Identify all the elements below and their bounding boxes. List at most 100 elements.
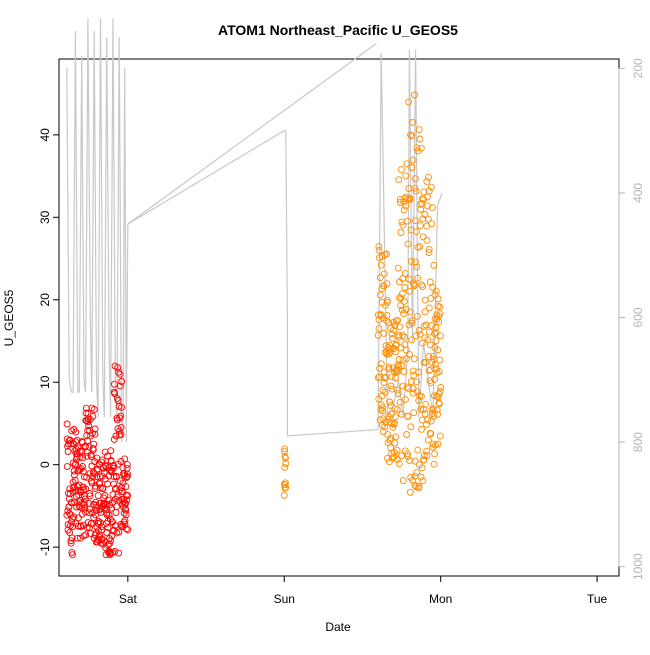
point-series-1 [83, 432, 91, 440]
point-series-1 [71, 476, 79, 484]
point-series-2 [404, 217, 411, 225]
point-series-1 [110, 473, 118, 481]
point-series-2 [435, 368, 443, 375]
point-series-2 [414, 446, 422, 454]
point-series-1 [123, 496, 131, 504]
point-series-2 [425, 367, 433, 375]
point-series-2 [400, 206, 408, 214]
point-series-1 [99, 485, 107, 492]
point-series-1 [113, 503, 120, 511]
y-tick-label: 40 [38, 128, 52, 142]
point-series-2 [421, 410, 429, 418]
point-series-2 [386, 418, 394, 426]
point-series-1 [119, 523, 127, 531]
point-series-2 [417, 473, 425, 481]
point-series-2 [401, 195, 409, 203]
point-series-2 [388, 385, 396, 393]
point-series-2 [432, 337, 440, 345]
point-series-1 [63, 463, 71, 471]
point-series-2 [425, 173, 432, 181]
point-series-2 [433, 406, 441, 414]
point-series-1 [121, 520, 129, 528]
point-series-2 [395, 176, 403, 184]
point-series-2 [419, 233, 427, 241]
point-series-2 [418, 281, 426, 289]
point-series-2 [431, 375, 439, 383]
point-series-1 [84, 519, 92, 527]
points-layer [63, 91, 445, 559]
point-series-2 [433, 311, 441, 319]
point-series-2 [421, 211, 429, 218]
point-series-2 [394, 390, 402, 398]
point-series-2 [282, 454, 289, 462]
point-series-1 [124, 470, 131, 478]
point-series-2 [383, 250, 390, 258]
point-series-2 [399, 221, 407, 229]
x-axis-label: Date [325, 620, 351, 634]
point-series-2 [375, 242, 383, 250]
point-series-2 [386, 398, 394, 406]
point-series-2 [416, 222, 424, 230]
point-series-2 [427, 379, 435, 387]
point-series-2 [427, 294, 435, 302]
point-series-2 [432, 287, 440, 295]
point-series-2 [406, 308, 414, 316]
point-series-2 [404, 453, 412, 461]
point-series-2 [416, 135, 424, 143]
point-series-2 [397, 452, 405, 460]
point-series-2 [407, 131, 415, 139]
point-series-2 [424, 215, 432, 223]
point-series-1 [95, 517, 103, 525]
point-series-1 [82, 531, 90, 539]
point-series-1 [118, 484, 126, 492]
point-series-2 [418, 339, 426, 347]
point-series-1 [67, 539, 75, 547]
point-series-2 [409, 118, 417, 126]
point-series-2 [374, 374, 382, 382]
point-series-1 [112, 473, 120, 481]
point-series-2 [426, 328, 433, 336]
point-series-1 [68, 551, 76, 559]
point-series-2 [423, 236, 431, 244]
point-series-2 [417, 144, 425, 152]
point-series-2 [412, 217, 419, 225]
point-series-2 [390, 419, 398, 427]
point-series-2 [411, 457, 419, 465]
point-series-2 [385, 363, 393, 371]
point-series-2 [421, 308, 429, 316]
point-series-2 [436, 356, 444, 364]
y-tick-label: 30 [38, 210, 52, 224]
point-series-2 [434, 295, 442, 303]
point-series-2 [432, 324, 440, 331]
point-series-1 [105, 540, 113, 548]
point-series-2 [419, 215, 427, 223]
point-series-1 [116, 370, 124, 378]
point-series-1 [82, 485, 90, 493]
point-series-2 [280, 491, 288, 499]
point-series-1 [89, 468, 97, 476]
point-series-2 [390, 326, 397, 334]
point-series-1 [117, 423, 125, 431]
point-series-2 [402, 172, 410, 180]
point-series-1 [70, 471, 78, 479]
point-series-2 [397, 229, 405, 236]
point-series-2 [407, 423, 415, 431]
point-series-1 [91, 430, 99, 438]
point-series-2 [408, 164, 416, 171]
point-series-2 [389, 423, 397, 431]
point-series-1 [86, 492, 94, 500]
point-series-2 [376, 291, 384, 299]
point-series-2 [420, 452, 428, 459]
point-series-2 [393, 446, 401, 454]
point-series-1 [92, 498, 100, 506]
point-series-2 [407, 378, 415, 385]
point-series-1 [112, 432, 120, 440]
point-series-1 [85, 509, 93, 517]
point-series-1 [111, 495, 119, 503]
point-series-2 [383, 311, 391, 319]
point-series-2 [381, 374, 389, 382]
point-series-2 [380, 329, 388, 337]
point-series-2 [424, 416, 432, 424]
point-series-2 [420, 188, 428, 196]
point-series-2 [384, 454, 391, 462]
